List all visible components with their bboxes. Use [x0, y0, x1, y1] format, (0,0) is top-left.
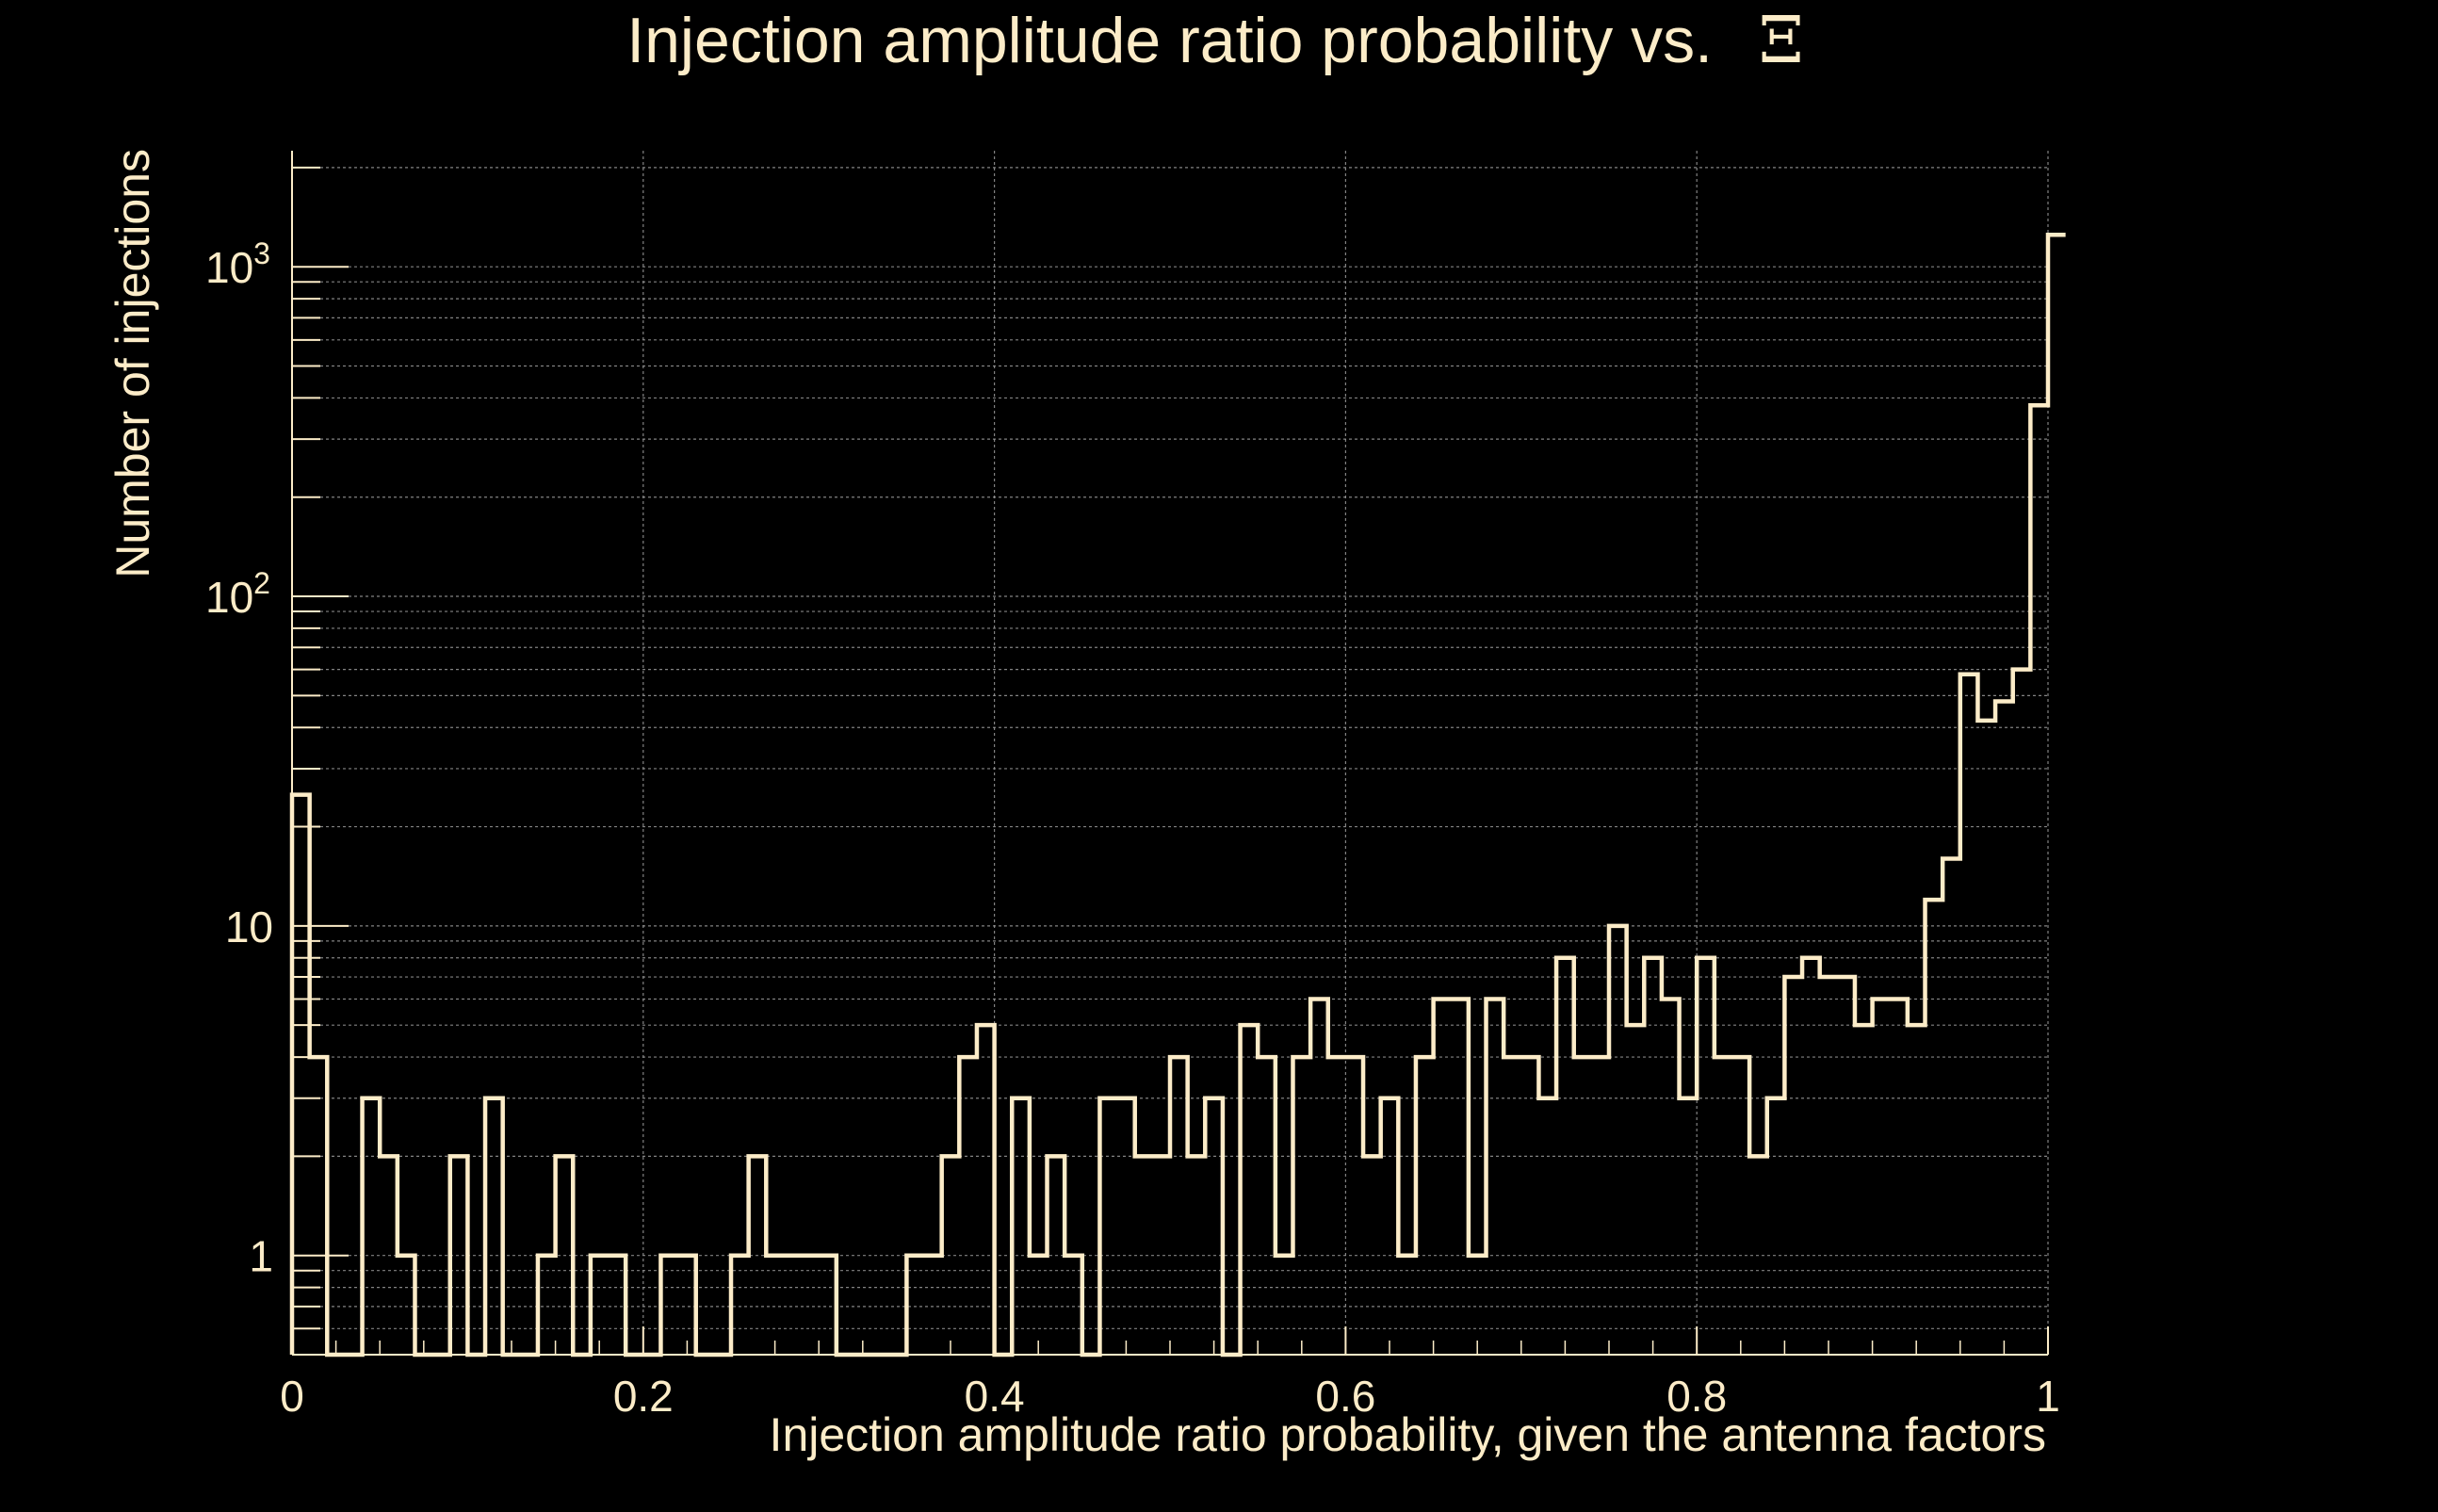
chart-title-text: Injection amplitude ratio probability vs…: [626, 5, 1713, 76]
y-tick-label-base: 10: [225, 902, 273, 951]
axis-ticks: [291, 166, 2049, 1356]
x-tick-label: 1: [2036, 1372, 2060, 1421]
x-axis-label: Injection amplitude ratio probability, g…: [770, 1408, 2046, 1461]
y-tick-label-base: 10: [205, 573, 253, 622]
chart-title-symbol: Ξ: [1759, 4, 1804, 78]
y-tick-label: 103: [205, 236, 270, 292]
y-tick-label-exponent: 2: [253, 566, 270, 600]
y-tick-label-exponent: 3: [253, 236, 270, 270]
y-tick-label: 102: [205, 566, 270, 622]
x-tick-label: 0.6: [1315, 1372, 1375, 1421]
y-axis-label: Number of injections: [106, 149, 159, 578]
histogram-series-line: [289, 233, 2066, 1358]
x-tick-label: 0.4: [965, 1372, 1025, 1421]
x-tick-label: 0.8: [1666, 1372, 1727, 1421]
chart-title: Injection amplitude ratio probability vs…: [626, 4, 1804, 78]
y-tick-label: 10: [225, 902, 273, 951]
x-tick-label: 0: [280, 1372, 304, 1421]
x-tick-label: 0.2: [613, 1372, 674, 1421]
y-tick-label-base: 10: [205, 243, 253, 292]
y-tick-label-base: 1: [249, 1232, 273, 1281]
x-tick-labels: 0 0.2 0.4 0.6 0.8 1: [280, 1372, 2060, 1421]
y-tick-label: 1: [249, 1232, 273, 1281]
